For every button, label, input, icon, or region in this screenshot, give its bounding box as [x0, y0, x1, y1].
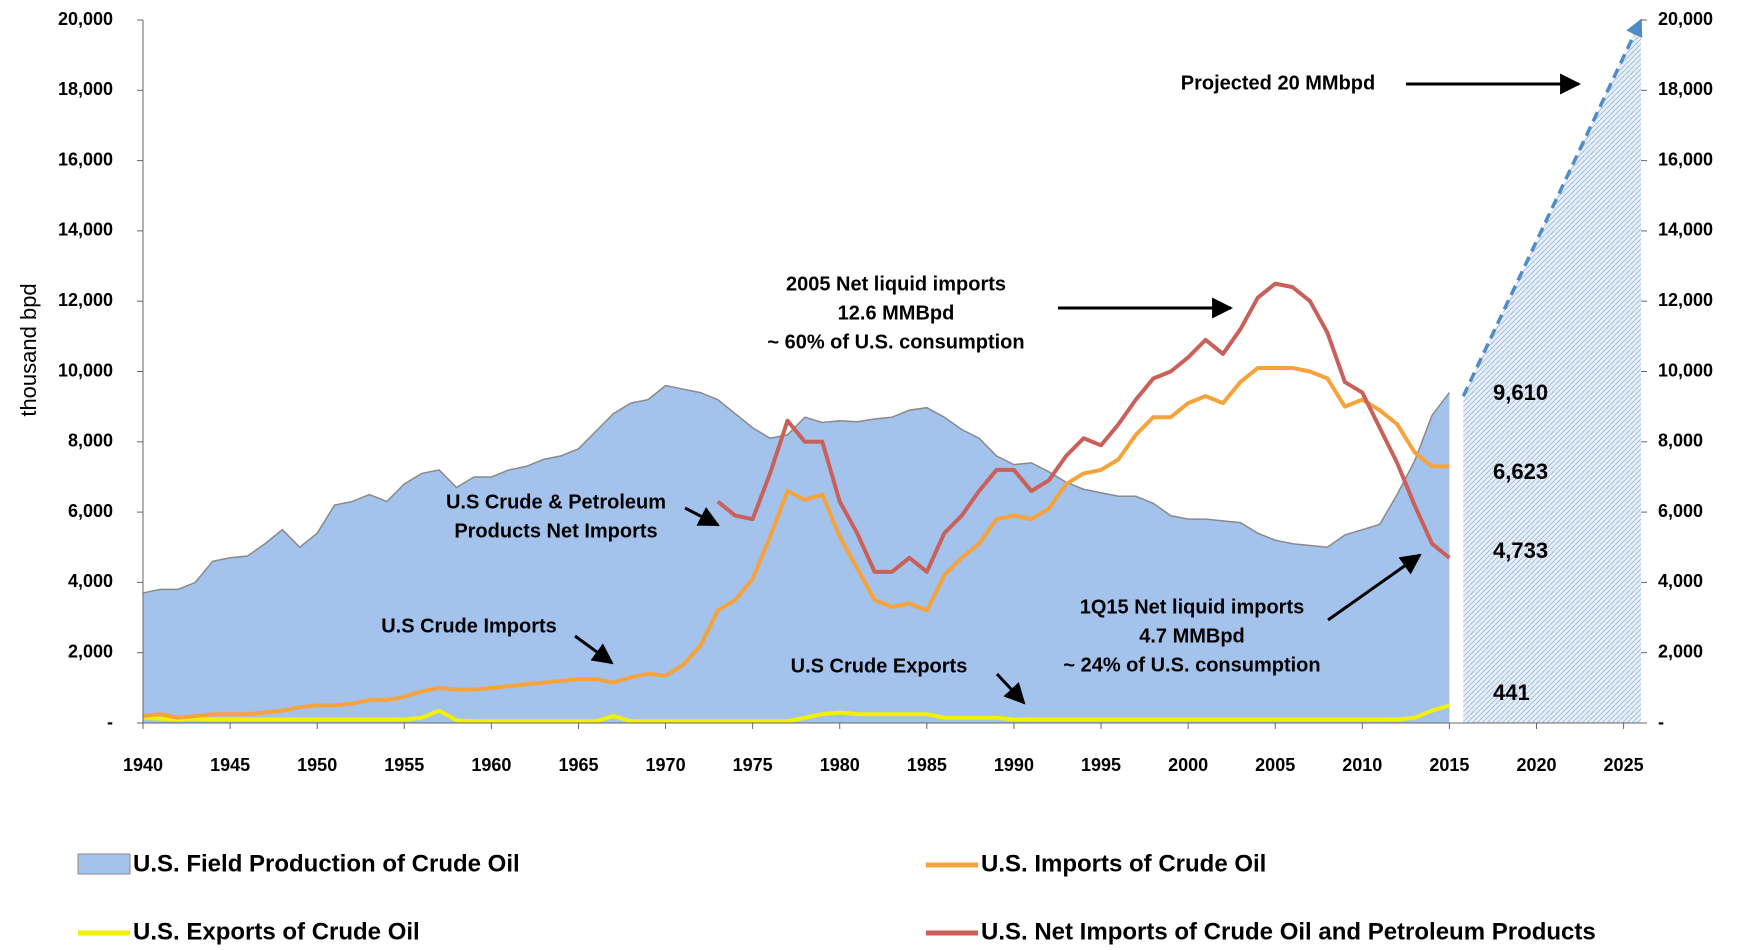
x-tick-label: 1985 — [907, 755, 947, 775]
y-tick-label: 14,000 — [58, 220, 113, 240]
y-tick-label: 6,000 — [68, 501, 113, 521]
y2-tick-label: 16,000 — [1658, 149, 1713, 169]
area-edge — [142, 384, 1450, 594]
x-tick-label: 2025 — [1604, 755, 1644, 775]
line — [142, 365, 1450, 720]
annotation: 12.6 MMBpd — [838, 302, 955, 324]
y-tick-label: 8,000 — [68, 431, 113, 451]
x-tick-label: 2000 — [1168, 755, 1208, 775]
projection-area — [1463, 20, 1641, 723]
y2-tick-label: 18,000 — [1658, 79, 1713, 99]
annotation: ~ 24% of U.S. consumption — [1063, 654, 1320, 676]
end-label: 9,610 — [1493, 380, 1548, 405]
x-tick-label: 2015 — [1429, 755, 1469, 775]
annotation: U.S Crude & Petroleum — [446, 491, 666, 513]
y2-tick-label: 12,000 — [1658, 290, 1713, 310]
line — [142, 703, 1450, 724]
x-tick-label: 1945 — [210, 755, 250, 775]
annotation: U.S Crude Imports — [381, 615, 557, 637]
legend-label: U.S. Field Production of Crude Oil — [133, 850, 520, 877]
end-label: 4,733 — [1493, 538, 1548, 563]
y-axis-label: thousand bpd — [16, 283, 41, 416]
end-label: 441 — [1493, 680, 1530, 705]
x-tick-label: 1960 — [471, 755, 511, 775]
area — [143, 385, 1450, 723]
legend-label: U.S. Exports of Crude Oil — [133, 918, 420, 945]
annotation: 1Q15 Net liquid imports — [1080, 596, 1304, 618]
legend-label: U.S. Net Imports of Crude Oil and Petrol… — [981, 918, 1596, 945]
x-tick-label: 1940 — [123, 755, 163, 775]
x-tick-label: 1995 — [1081, 755, 1121, 775]
y2-tick-label: 4,000 — [1658, 571, 1703, 591]
y2-tick-label: 20,000 — [1658, 9, 1713, 29]
y2-tick-label: - — [1658, 712, 1664, 732]
y2-tick-label: 2,000 — [1658, 641, 1703, 661]
y-tick-label: 4,000 — [68, 571, 113, 591]
x-tick-label: 2005 — [1255, 755, 1295, 775]
y-tick-label: 2,000 — [68, 641, 113, 661]
legend-label: U.S. Imports of Crude Oil — [981, 850, 1266, 877]
annotation: ~ 60% of U.S. consumption — [767, 331, 1024, 353]
y-tick-label: 16,000 — [58, 149, 113, 169]
x-tick-label: 2010 — [1342, 755, 1382, 775]
y2-tick-label: 6,000 — [1658, 501, 1703, 521]
x-tick-label: 1980 — [820, 755, 860, 775]
x-tick-label: 1965 — [558, 755, 598, 775]
annotation: 2005 Net liquid imports — [786, 273, 1006, 295]
annotation: Products Net Imports — [454, 520, 657, 542]
line — [716, 281, 1451, 574]
x-tick-label: 2020 — [1516, 755, 1556, 775]
y-tick-label: - — [107, 712, 113, 732]
annotation-arrow — [574, 634, 614, 665]
annotation-arrow — [1327, 553, 1422, 622]
y-tick-label: 18,000 — [58, 79, 113, 99]
projection-line — [1461, 18, 1643, 397]
y2-tick-label: 14,000 — [1658, 220, 1713, 240]
x-tick-label: 1955 — [384, 755, 424, 775]
x-tick-label: 1970 — [646, 755, 686, 775]
annotation-arrow — [684, 506, 720, 527]
y-tick-label: 20,000 — [58, 9, 113, 29]
x-tick-label: 1950 — [297, 755, 337, 775]
x-tick-label: 1990 — [994, 755, 1034, 775]
end-label: 6,623 — [1493, 459, 1548, 484]
legend-swatch — [77, 853, 131, 875]
y-tick-label: 12,000 — [58, 290, 113, 310]
y2-tick-label: 8,000 — [1658, 431, 1703, 451]
annotation-arrow — [995, 672, 1026, 705]
y2-tick-label: 10,000 — [1658, 360, 1713, 380]
annotation: U.S Crude Exports — [791, 655, 968, 677]
annotation: 4.7 MMBpd — [1139, 625, 1245, 647]
y-tick-label: 10,000 — [58, 360, 113, 380]
annotation: Projected 20 MMbpd — [1181, 72, 1375, 94]
x-tick-label: 1975 — [733, 755, 773, 775]
